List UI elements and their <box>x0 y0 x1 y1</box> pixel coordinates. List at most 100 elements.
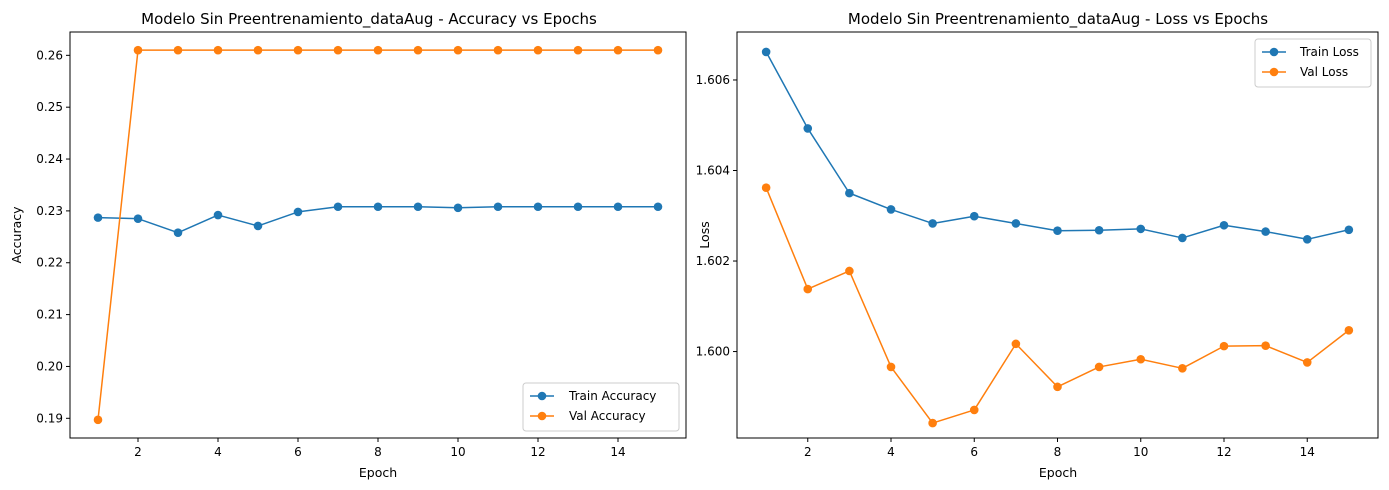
data-point-val-loss <box>1178 363 1187 373</box>
legend-label-val-loss: Val Loss <box>1300 65 1348 79</box>
data-point-val-loss <box>1344 325 1354 335</box>
x-axis: 2 4 6 8 10 12 14 <box>134 438 626 459</box>
y-tick-label: 0.24 <box>36 152 63 166</box>
x-tick-label: 2 <box>804 445 812 459</box>
y-tick-label: 0.26 <box>36 48 63 62</box>
data-point-val-accuracy <box>293 45 303 55</box>
x-tick-label: 12 <box>1216 445 1231 459</box>
x-tick-label: 8 <box>1054 445 1062 459</box>
data-point-val-loss <box>1053 382 1062 392</box>
data-point-train-loss <box>969 211 979 221</box>
data-point-train-loss <box>928 219 937 228</box>
legend-label-train-accuracy: Train Accuracy <box>568 389 656 403</box>
data-point-val-accuracy <box>613 45 623 55</box>
x-tick-label: 10 <box>1133 445 1148 459</box>
data-point-train-accuracy <box>173 228 183 237</box>
x-tick-label: 2 <box>134 445 142 459</box>
data-point-train-loss <box>803 124 813 133</box>
x-tick-label: 6 <box>294 445 302 459</box>
data-point-val-loss <box>1136 354 1146 364</box>
legend-box <box>1254 38 1372 88</box>
data-point-val-loss <box>1261 341 1270 350</box>
y-tick-label: 0.19 <box>36 411 63 425</box>
data-point-train-accuracy <box>613 202 623 212</box>
x-tick-label: 10 <box>450 445 465 459</box>
data-point-val-accuracy <box>573 45 583 55</box>
y-axis-label: Accuracy <box>9 206 24 264</box>
data-point-val-accuracy <box>93 415 103 425</box>
data-point-train-accuracy <box>573 202 583 212</box>
data-point-train-accuracy <box>93 213 103 222</box>
data-point-val-accuracy <box>253 45 263 55</box>
data-point-train-accuracy <box>653 202 663 212</box>
data-point-train-accuracy <box>253 221 263 231</box>
x-axis: 2 4 6 8 10 12 14 <box>804 438 1315 459</box>
data-point-val-accuracy <box>453 45 463 55</box>
data-point-train-accuracy <box>493 202 503 212</box>
x-tick-label: 8 <box>374 445 382 459</box>
data-point-train-accuracy <box>333 202 343 212</box>
y-tick-label: 1.606 <box>696 73 730 87</box>
y-tick-label: 1.600 <box>696 345 730 359</box>
data-point-val-accuracy <box>413 45 423 55</box>
data-point-train-loss <box>1261 227 1270 236</box>
data-point-train-loss <box>886 205 896 214</box>
y-tick-label: 0.23 <box>36 204 63 218</box>
data-point-train-loss <box>1302 234 1312 244</box>
y-tick-label: 0.20 <box>36 359 63 373</box>
data-point-train-loss <box>1053 226 1062 236</box>
data-point-val-accuracy <box>373 45 383 55</box>
legend: Train Loss Val Loss <box>1254 38 1372 88</box>
data-point-train-accuracy <box>533 202 543 212</box>
data-point-train-accuracy <box>213 210 223 220</box>
loss-chart: Modelo Sin Preentrenamiento_dataAug - Lo… <box>696 10 1379 480</box>
y-tick-label: 0.25 <box>36 100 63 114</box>
data-point-val-loss <box>761 183 771 193</box>
y-tick-label: 1.602 <box>696 254 730 268</box>
x-axis-label: Epoch <box>1039 465 1077 480</box>
legend: Train Accuracy Val Accuracy <box>522 382 680 432</box>
legend-marker-val-loss <box>1269 67 1279 77</box>
data-point-train-accuracy <box>293 207 303 217</box>
data-point-val-loss <box>1011 339 1021 349</box>
y-tick-label: 1.604 <box>696 164 730 178</box>
data-point-train-accuracy <box>453 203 463 213</box>
legend-label-train-loss: Train Loss <box>1299 45 1359 59</box>
x-tick-label: 4 <box>214 445 222 459</box>
chart-title: Modelo Sin Preentrenamiento_dataAug - Lo… <box>848 10 1268 29</box>
data-point-train-loss <box>761 47 771 57</box>
plot-area <box>93 45 663 425</box>
legend-label-val-accuracy: Val Accuracy <box>569 409 646 423</box>
legend-box <box>522 382 680 432</box>
data-point-val-accuracy <box>173 45 183 55</box>
data-point-val-loss <box>969 405 979 415</box>
y-axis: 1.600 1.602 1.604 1.606 <box>696 73 737 359</box>
x-tick-label: 6 <box>970 445 978 459</box>
data-point-train-loss <box>1178 233 1187 243</box>
x-tick-label: 14 <box>610 445 625 459</box>
y-axis: 0.19 0.20 0.21 0.22 0.23 0.24 0.25 0.26 <box>36 48 70 425</box>
data-point-val-loss <box>886 362 896 372</box>
x-tick-label: 4 <box>887 445 895 459</box>
accuracy-chart: Modelo Sin Preentrenamiento_dataAug - Ac… <box>9 10 687 480</box>
data-point-val-loss <box>845 266 854 276</box>
data-point-val-accuracy <box>653 45 663 55</box>
data-point-val-loss <box>928 418 937 428</box>
legend-marker-val-accuracy <box>537 411 547 421</box>
data-point-train-loss <box>1344 225 1354 235</box>
data-point-train-accuracy <box>373 202 383 212</box>
data-point-val-loss <box>803 284 813 294</box>
data-point-train-loss <box>845 188 854 198</box>
data-point-val-accuracy <box>133 45 143 55</box>
data-point-val-loss <box>1094 362 1104 372</box>
y-axis-label: Loss <box>697 221 712 248</box>
x-axis-label: Epoch <box>359 465 397 480</box>
data-point-val-accuracy <box>493 45 503 55</box>
legend-marker-train-accuracy <box>537 391 547 401</box>
data-point-val-loss <box>1302 358 1312 367</box>
chart-title: Modelo Sin Preentrenamiento_dataAug - Ac… <box>141 10 597 29</box>
data-point-val-accuracy <box>213 45 223 55</box>
data-point-train-loss <box>1011 219 1021 228</box>
legend-marker-train-loss <box>1269 47 1279 57</box>
